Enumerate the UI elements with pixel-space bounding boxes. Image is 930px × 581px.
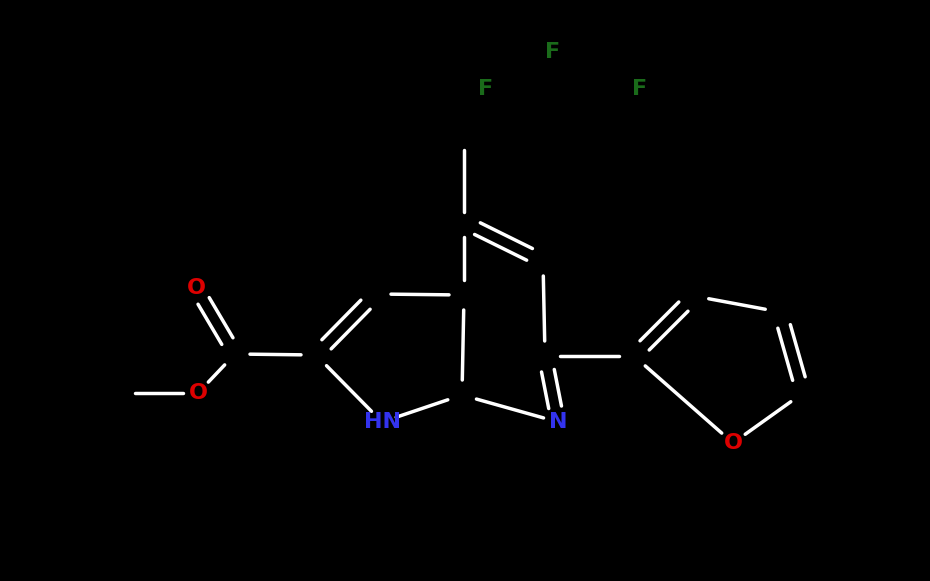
Text: O: O bbox=[724, 433, 742, 453]
Text: F: F bbox=[632, 79, 647, 99]
Text: O: O bbox=[189, 383, 207, 403]
Text: O: O bbox=[187, 278, 206, 298]
Text: F: F bbox=[478, 79, 494, 99]
Text: HN: HN bbox=[364, 412, 401, 432]
Text: N: N bbox=[549, 412, 567, 432]
Text: F: F bbox=[545, 42, 561, 62]
